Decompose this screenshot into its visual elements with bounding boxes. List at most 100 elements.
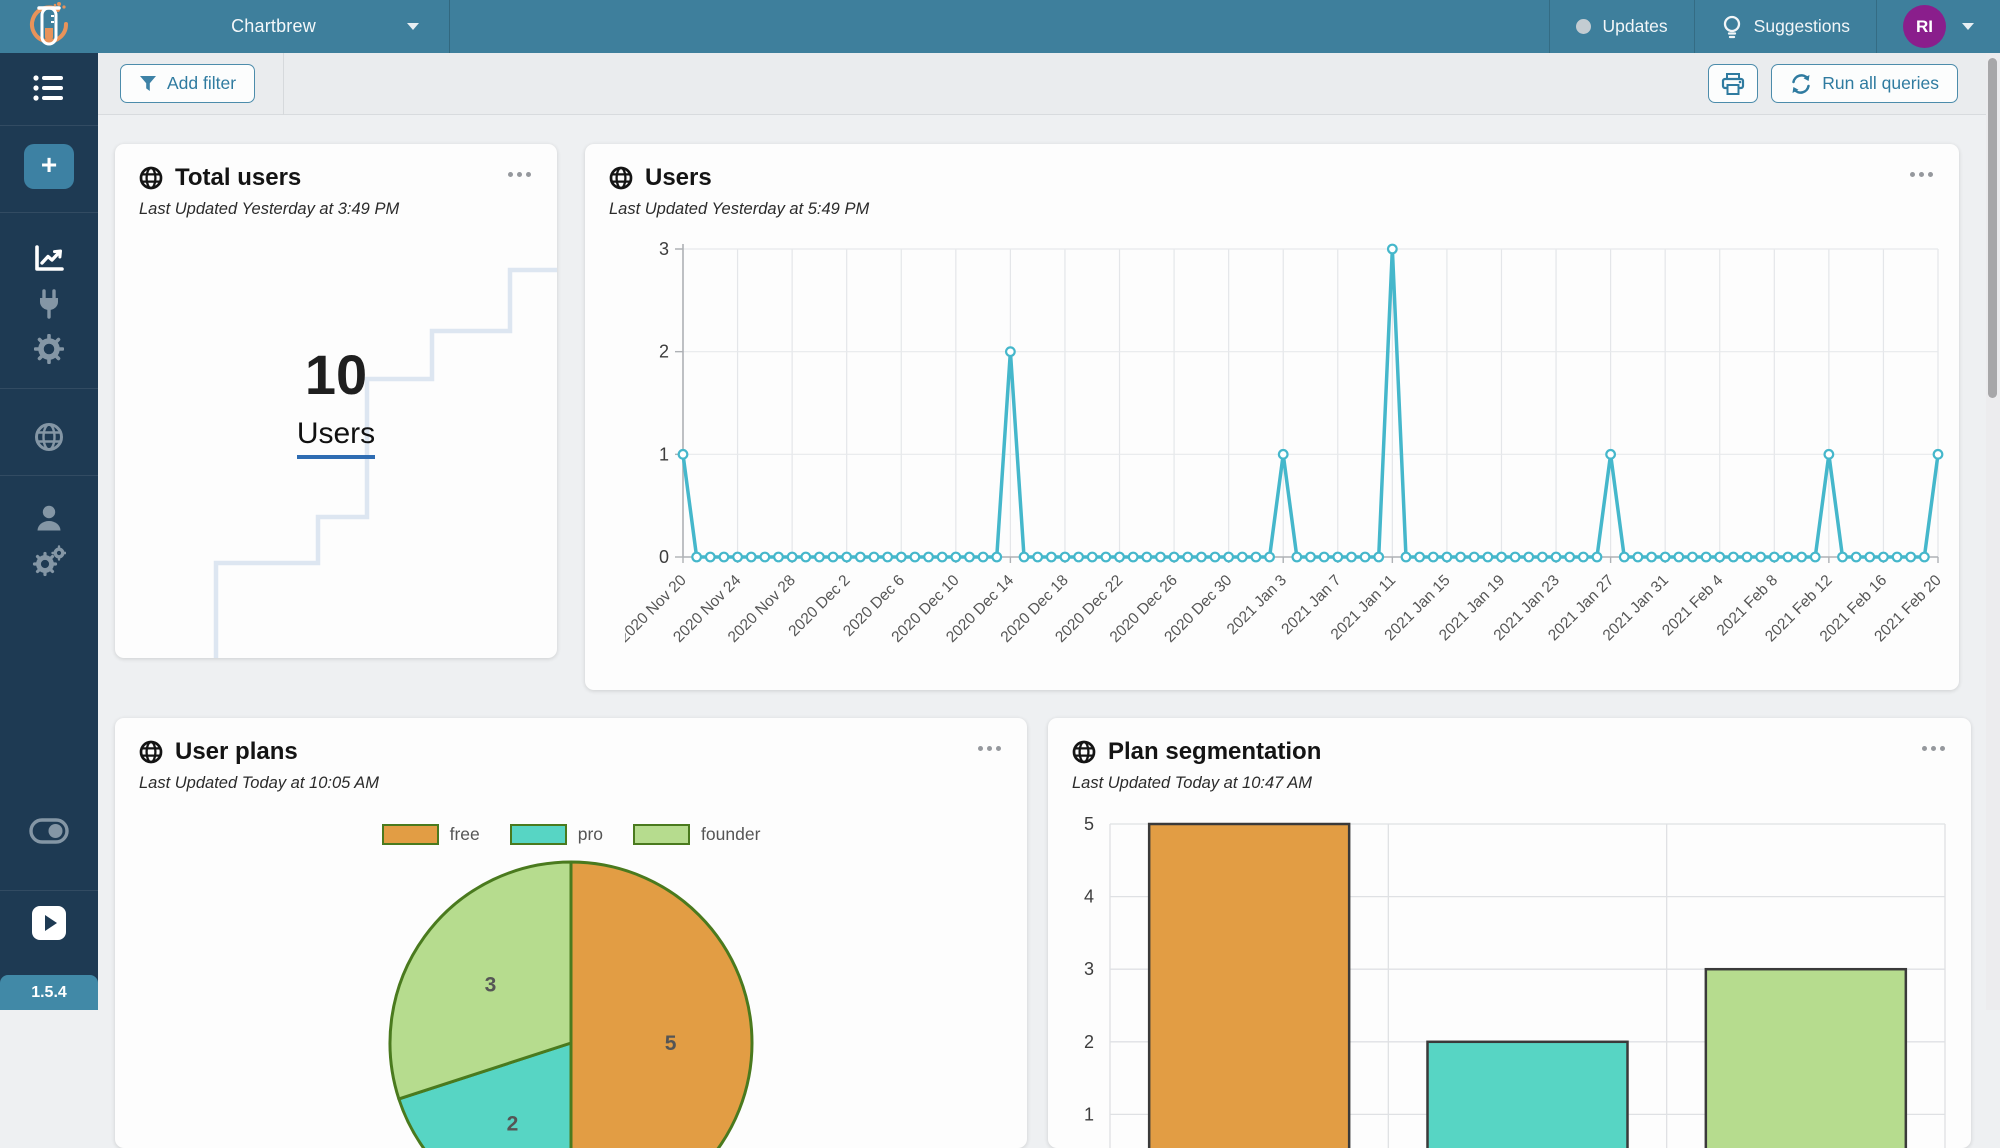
legend-swatch xyxy=(381,824,439,845)
top-bar: Chartbrew Updates Suggestions RI xyxy=(0,0,2000,53)
sidebar-item-dashboard[interactable] xyxy=(0,243,98,273)
avatar[interactable]: RI xyxy=(1903,5,1946,48)
suggestions-button[interactable]: Suggestions xyxy=(1693,0,1876,53)
legend-swatch xyxy=(633,824,691,845)
run-all-queries-label: Run all queries xyxy=(1822,73,1939,93)
svg-text:1: 1 xyxy=(659,444,669,464)
sidebar-divider xyxy=(0,212,98,213)
updates-label: Updates xyxy=(1602,16,1668,36)
card-title: Plan segmentation xyxy=(1108,738,1322,765)
sidebar-item-team-members[interactable] xyxy=(0,503,98,533)
svg-text:5: 5 xyxy=(665,1032,677,1055)
last-updated: Last Updated Today at 10:47 AM xyxy=(1072,774,1313,792)
globe-icon xyxy=(139,166,163,190)
legend-label: pro xyxy=(577,824,604,844)
svg-text:5: 5 xyxy=(1084,814,1094,834)
expand-sidebar-button[interactable] xyxy=(0,905,98,941)
card-user-plans: User plans Last Updated Today at 10:05 A… xyxy=(115,718,1027,1148)
chartbrew-logo[interactable] xyxy=(0,0,98,53)
sidebar-item-connections[interactable] xyxy=(0,289,98,319)
last-updated: Last Updated Today at 10:05 AM xyxy=(139,774,380,792)
version-badge: 1.5.4 xyxy=(0,975,98,1010)
status-dot-icon xyxy=(1576,19,1592,34)
page-title: Total users xyxy=(175,164,302,191)
card-menu-button[interactable] xyxy=(978,746,1001,751)
updates-button[interactable]: Updates xyxy=(1549,0,1693,53)
add-chart-button[interactable]: + xyxy=(24,144,74,189)
scrollbar-track[interactable] xyxy=(1986,53,2000,1010)
funnel-icon xyxy=(140,75,156,91)
card-users: Users Last Updated Yesterday at 5:49 PM … xyxy=(585,144,1959,690)
suggestions-label: Suggestions xyxy=(1753,16,1850,36)
lightbulb-icon xyxy=(1723,15,1740,38)
print-button[interactable] xyxy=(1708,64,1759,103)
run-all-queries-button[interactable]: Run all queries xyxy=(1771,64,1958,103)
user-menu[interactable]: RI xyxy=(1876,0,2000,53)
play-icon xyxy=(32,906,66,940)
sidebar-item-team-settings[interactable] xyxy=(0,545,98,577)
svg-text:0: 0 xyxy=(659,547,669,567)
card-menu-button[interactable] xyxy=(1910,172,1933,177)
sidebar-item-public-dashboard[interactable] xyxy=(0,422,98,452)
legend-swatch xyxy=(509,824,567,845)
globe-icon xyxy=(1072,740,1096,764)
topbar-spacer xyxy=(450,0,1549,53)
plug-icon xyxy=(40,289,58,319)
add-filter-label: Add filter xyxy=(167,73,237,93)
svg-text:2: 2 xyxy=(1084,1032,1094,1052)
svg-text:1: 1 xyxy=(1084,1104,1094,1124)
legend-item-free[interactable]: free xyxy=(381,824,480,845)
card-menu-button[interactable] xyxy=(1922,746,1945,751)
sidebar-item-chart-list[interactable] xyxy=(0,75,98,101)
sidebar-divider xyxy=(0,388,98,389)
card-menu-button[interactable] xyxy=(508,172,531,177)
globe-icon xyxy=(35,423,63,451)
list-icon xyxy=(33,75,63,101)
sidebar-divider xyxy=(0,475,98,476)
add-filter-button[interactable]: Add filter xyxy=(120,64,256,103)
card-total-users: Total users Last Updated Yesterday at 3:… xyxy=(115,144,557,658)
legend-label: free xyxy=(449,824,480,844)
project-name: Chartbrew xyxy=(231,16,316,36)
plus-icon: + xyxy=(40,149,58,180)
last-updated: Last Updated Yesterday at 5:49 PM xyxy=(609,200,870,218)
sidebar-item-settings[interactable] xyxy=(0,334,98,364)
svg-text:3: 3 xyxy=(485,973,497,996)
card-title: User plans xyxy=(175,738,298,765)
globe-icon xyxy=(609,166,633,190)
svg-text:2: 2 xyxy=(659,342,669,362)
kpi-label: Users xyxy=(296,417,376,459)
pie-legend: free pro founder xyxy=(115,824,1027,845)
sidebar-divider xyxy=(0,125,98,126)
toggle-icon xyxy=(29,818,69,844)
svg-text:4: 4 xyxy=(1084,887,1094,907)
legend-item-founder[interactable]: founder xyxy=(633,824,760,845)
theme-toggle[interactable] xyxy=(0,817,98,845)
chevron-down-icon xyxy=(1962,23,1974,30)
globe-icon xyxy=(139,740,163,764)
chevron-down-icon xyxy=(407,23,419,30)
legend-item-pro[interactable]: pro xyxy=(509,824,604,845)
svg-text:3: 3 xyxy=(1084,959,1094,979)
gear-icon xyxy=(34,334,64,364)
user-icon xyxy=(37,505,61,531)
card-title: Users xyxy=(645,164,712,191)
refresh-icon xyxy=(1792,73,1811,94)
filter-toolbar: Add filter Run all queries xyxy=(98,52,2000,115)
toolbar-divider xyxy=(283,52,285,115)
svg-text:3: 3 xyxy=(659,239,669,259)
kpi-value: 10 xyxy=(304,343,368,406)
scrollbar-thumb[interactable] xyxy=(1988,58,1997,398)
sidebar: + xyxy=(0,53,98,1010)
printer-icon xyxy=(1722,72,1745,95)
chart-line-icon xyxy=(35,245,64,271)
dashboard-content: Total users Last Updated Yesterday at 3:… xyxy=(98,115,2000,1148)
last-updated: Last Updated Yesterday at 3:49 PM xyxy=(139,200,400,218)
project-selector[interactable]: Chartbrew xyxy=(98,0,450,53)
test-tube-icon xyxy=(30,1,69,45)
legend-label: founder xyxy=(701,824,761,844)
kpi-background-steps xyxy=(213,267,557,658)
sidebar-divider xyxy=(0,890,98,891)
svg-text:2: 2 xyxy=(507,1113,519,1136)
